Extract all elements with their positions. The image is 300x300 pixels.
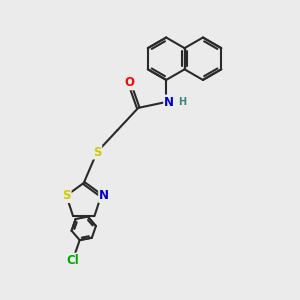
Text: N: N [164, 95, 174, 109]
Text: O: O [124, 76, 134, 89]
Text: H: H [178, 97, 187, 107]
Text: Cl: Cl [66, 254, 79, 267]
Text: N: N [99, 189, 109, 202]
Text: S: S [93, 146, 101, 159]
Text: S: S [62, 189, 70, 202]
